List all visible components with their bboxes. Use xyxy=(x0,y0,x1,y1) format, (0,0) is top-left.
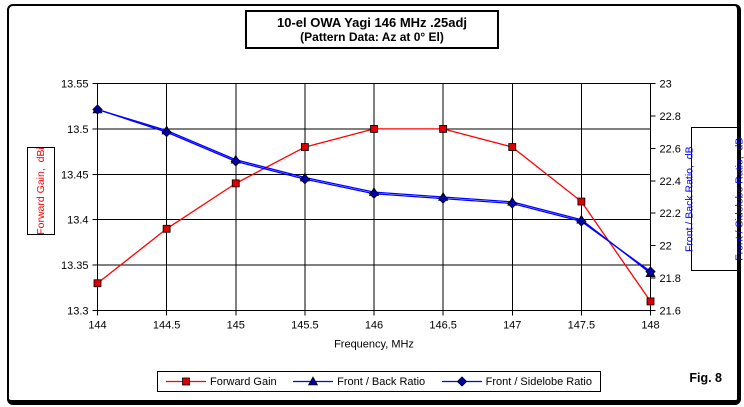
left-axis-title-box: Forward Gain, dBi xyxy=(27,147,55,235)
svg-text:21.8: 21.8 xyxy=(660,273,681,285)
legend-marker-forward-gain xyxy=(166,377,206,386)
svg-text:13.3: 13.3 xyxy=(67,306,88,318)
svg-text:22.8: 22.8 xyxy=(660,111,681,123)
svg-text:146: 146 xyxy=(365,320,383,332)
legend-item-front-back-ratio: Front / Back Ratio xyxy=(293,376,425,388)
series-forward-gain xyxy=(93,125,655,306)
svg-text:22.4: 22.4 xyxy=(660,176,681,188)
tick-labels: 13.55 13.5 13.45 13.4 13.35 13.3 23 22.8 22.6 22.… xyxy=(61,79,681,351)
figure-number: Fig. 8 xyxy=(689,371,722,385)
series-front-sidelobe-ratio xyxy=(92,104,656,277)
svg-text:145.5: 145.5 xyxy=(291,320,319,332)
chart-title-box: 10-el OWA Yagi 146 MHz .25adj (Pattern D… xyxy=(244,10,500,49)
svg-text:13.4: 13.4 xyxy=(67,215,88,227)
legend-label: Forward Gain xyxy=(210,375,277,388)
svg-text:22.6: 22.6 xyxy=(660,143,681,155)
svg-text:144.5: 144.5 xyxy=(153,320,181,332)
svg-text:147: 147 xyxy=(503,320,521,332)
svg-text:22.2: 22.2 xyxy=(660,208,681,220)
svg-text:13.5: 13.5 xyxy=(67,124,88,136)
legend-item-front-sidelobe-ratio: Front / Sidelobe Ratio xyxy=(441,375,592,388)
legend-item-forward-gain: Forward Gain xyxy=(166,376,277,388)
svg-text:148: 148 xyxy=(641,320,659,332)
chart-plot-area: 13.55 13.5 13.45 13.4 13.35 13.3 23 22.8 22.6 22.… xyxy=(61,79,681,351)
svg-text:13.35: 13.35 xyxy=(61,260,89,272)
svg-text:21.6: 21.6 xyxy=(660,306,681,318)
chart-legend: Forward Gain Front / Back Ratio Front / Si… xyxy=(157,371,601,392)
legend-marker-front-sidelobe-ratio xyxy=(441,376,482,387)
x-axis-title: Frequency, MHz xyxy=(334,339,414,351)
chart-subtitle: (Pattern Data: Az at 0° El) xyxy=(300,30,444,44)
svg-text:146.5: 146.5 xyxy=(429,320,457,332)
chart-title: 10-el OWA Yagi 146 MHz .25adj xyxy=(276,15,468,30)
svg-text:147.5: 147.5 xyxy=(568,320,596,332)
svg-text:13.55: 13.55 xyxy=(61,79,89,91)
svg-text:145: 145 xyxy=(227,320,245,332)
svg-text:22: 22 xyxy=(660,241,672,253)
svg-text:144: 144 xyxy=(88,320,106,332)
right-axis-title-line2: Front / Sidelobe Ratio, dB xyxy=(733,137,744,261)
legend-label: Front / Sidelobe Ratio xyxy=(485,375,592,388)
legend-marker-front-back-ratio xyxy=(293,376,334,386)
axis-ticks xyxy=(92,83,656,316)
svg-text:13.45: 13.45 xyxy=(61,169,89,181)
left-axis-title: Forward Gain, dBi xyxy=(35,147,48,235)
right-axis-title: Front / Back Ratio, dB Front / Sidelobe … xyxy=(647,137,744,260)
svg-text:23: 23 xyxy=(660,79,672,91)
right-axis-title-box: Front / Back Ratio, dB Front / Sidelobe … xyxy=(683,127,744,271)
legend-label: Front / Back Ratio xyxy=(337,375,426,388)
right-axis-title-line1: Front / Back Ratio, dB xyxy=(682,146,695,252)
